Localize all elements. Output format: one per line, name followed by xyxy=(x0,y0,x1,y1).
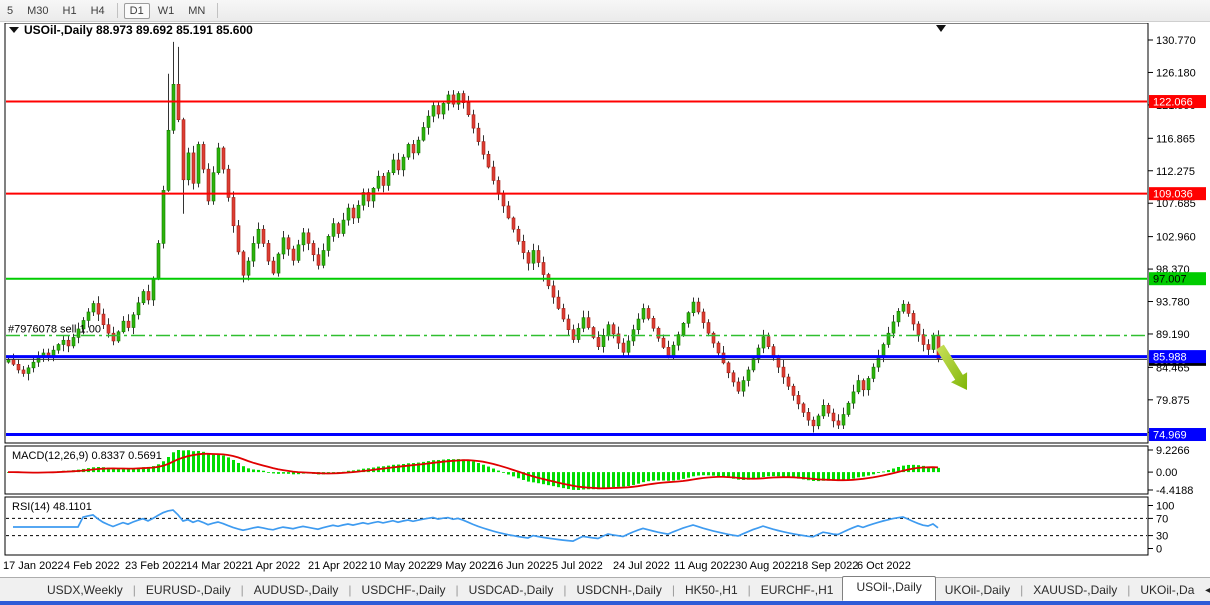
svg-text:24 Jul 2022: 24 Jul 2022 xyxy=(613,560,670,572)
svg-text:11 Aug 2022: 11 Aug 2022 xyxy=(674,560,735,572)
tab-separator: | xyxy=(240,582,244,597)
candlestick-series xyxy=(6,41,941,433)
level-price-label-74.969: 74.969 xyxy=(1149,428,1206,442)
rsi-levels xyxy=(6,517,1147,537)
tab-separator: | xyxy=(747,582,751,597)
svg-text:14 Mar 2022: 14 Mar 2022 xyxy=(186,560,248,572)
rsi-panel xyxy=(4,496,1149,556)
svg-text:21 Apr 2022: 21 Apr 2022 xyxy=(308,560,367,572)
macd-signal-line xyxy=(8,452,939,490)
timeframe-button-h1[interactable]: H1 xyxy=(62,4,77,17)
svg-text:4 Feb 2022: 4 Feb 2022 xyxy=(64,560,120,572)
svg-text:89.190: 89.190 xyxy=(1156,329,1190,341)
tab-separator: | xyxy=(1020,582,1024,597)
price-chart[interactable]: #7976078 sell 1.00130.770126.180121.5901… xyxy=(0,23,1210,577)
svg-text:5 Jul 2022: 5 Jul 2022 xyxy=(552,560,603,572)
svg-text:6 Oct 2022: 6 Oct 2022 xyxy=(857,560,911,572)
svg-text:10 May 2022: 10 May 2022 xyxy=(369,560,433,572)
collapse-panel-icon[interactable] xyxy=(9,27,19,33)
timeframe-button-d1[interactable]: D1 xyxy=(123,2,150,19)
svg-text:0.00: 0.00 xyxy=(1156,467,1177,479)
svg-text:-4.4188: -4.4188 xyxy=(1156,485,1193,497)
tab-usdcnh-daily[interactable]: USDCNH-,Daily xyxy=(576,582,662,597)
timeframe-button-w1[interactable]: W1 xyxy=(157,4,175,17)
svg-text:USOil-,Daily 88.973 89.692 85: USOil-,Daily 88.973 89.692 85.191 85.600 xyxy=(24,23,253,37)
timeframe-button-mn[interactable]: MN xyxy=(188,4,206,17)
macd-label: MACD(12,26,9) 0.8337 0.5691 xyxy=(12,450,162,462)
main-panel xyxy=(4,23,1149,444)
macd-axis: 9.2266 0.00 -4.4188 xyxy=(1148,445,1193,497)
svg-text:74.969: 74.969 xyxy=(1153,430,1187,442)
svg-text:112.275: 112.275 xyxy=(1156,166,1195,178)
tab-eurusd-daily[interactable]: EURUSD-,Daily xyxy=(145,582,231,597)
svg-text:85.988: 85.988 xyxy=(1153,352,1187,364)
svg-text:17 Jan 2022: 17 Jan 2022 xyxy=(3,560,64,572)
svg-text:30: 30 xyxy=(1156,531,1168,543)
timeframe-toolbar: 5 M30 H1 H4 D1 W1 MN xyxy=(0,0,1210,22)
svg-text:93.780: 93.780 xyxy=(1156,297,1190,309)
svg-text:116.865: 116.865 xyxy=(1156,133,1195,145)
tab-separator: | xyxy=(1127,582,1131,597)
level-price-label-85.988: 85.988 xyxy=(1149,350,1206,364)
svg-text:30 Aug 2022: 30 Aug 2022 xyxy=(735,560,797,572)
toolbar-separator xyxy=(116,3,118,18)
svg-text:126.180: 126.180 xyxy=(1156,67,1196,79)
level-price-label-122.066: 122.066 xyxy=(1149,95,1206,109)
svg-text:102.960: 102.960 xyxy=(1156,232,1196,244)
svg-text:29 May 2022: 29 May 2022 xyxy=(430,560,494,572)
tab-separator: | xyxy=(455,582,459,597)
level-price-label-109.036: 109.036 xyxy=(1149,187,1206,201)
tab-ukoil-da[interactable]: UKOil-,Da xyxy=(1140,582,1195,597)
tab-separator: | xyxy=(563,582,567,597)
tab-separator: | xyxy=(132,582,136,597)
level-price-label-97.007: 97.007 xyxy=(1149,272,1206,286)
trade-open-label: #7976078 sell 1.00 xyxy=(8,324,101,336)
chart-shift-marker-icon[interactable] xyxy=(936,25,946,32)
rsi-line xyxy=(13,509,939,542)
tab-separator: | xyxy=(348,582,352,597)
svg-text:97.007: 97.007 xyxy=(1153,274,1187,286)
tab-hk50-h1[interactable]: HK50-,H1 xyxy=(684,582,738,597)
tab-usdcad-daily[interactable]: USDCAD-,Daily xyxy=(468,582,554,597)
svg-text:122.066: 122.066 xyxy=(1153,97,1193,109)
tab-scroll-arrows: ◄► xyxy=(1203,585,1210,595)
tab-eurchf-h1[interactable]: EURCHF-,H1 xyxy=(760,582,834,597)
tab-separator: | xyxy=(671,582,675,597)
tab-usdchf-daily[interactable]: USDCHF-,Daily xyxy=(361,582,446,597)
svg-text:79.875: 79.875 xyxy=(1156,395,1190,407)
toolbar-separator xyxy=(217,3,219,18)
svg-text:9.2266: 9.2266 xyxy=(1156,445,1190,457)
tab-audusd-daily[interactable]: AUDUSD-,Daily xyxy=(253,582,339,597)
timeframe-button-h4[interactable]: H4 xyxy=(90,4,105,17)
svg-text:1 Apr 2022: 1 Apr 2022 xyxy=(247,560,300,572)
tab-usoil-daily[interactable]: USOil-,Daily xyxy=(842,575,936,601)
svg-text:23 Feb 2022: 23 Feb 2022 xyxy=(125,560,187,572)
svg-text:100: 100 xyxy=(1156,501,1174,513)
svg-text:130.770: 130.770 xyxy=(1156,35,1196,47)
timeframe-button-5[interactable]: 5 xyxy=(7,4,14,17)
tab-ukoil-daily[interactable]: UKOil-,Daily xyxy=(944,582,1011,597)
time-axis: 17 Jan 2022 4 Feb 2022 23 Feb 2022 14 Mar 2… xyxy=(3,560,911,572)
svg-text:18 Sep 2022: 18 Sep 2022 xyxy=(796,560,858,572)
window-bottom-edge xyxy=(0,601,1210,605)
timeframe-button-m30[interactable]: M30 xyxy=(27,4,49,17)
tab-usdx-weekly[interactable]: USDX,Weekly xyxy=(47,582,123,597)
svg-text:109.036: 109.036 xyxy=(1153,189,1193,201)
svg-text:70: 70 xyxy=(1156,513,1168,525)
chart-title: USOil-,Daily 88.973 89.692 85.191 85.600 xyxy=(9,23,253,37)
sell-signal-arrow-icon[interactable] xyxy=(936,344,968,390)
tab-scroll-left-icon[interactable]: ◄ xyxy=(1203,584,1210,595)
rsi-label: RSI(14) 48.1101 xyxy=(12,501,92,513)
svg-text:107.685: 107.685 xyxy=(1156,198,1196,210)
symbol-tabbar: USDX,Weekly | EURUSD-,Daily | AUDUSD-,Daily |… xyxy=(0,575,1210,601)
svg-text:16 Jun 2022: 16 Jun 2022 xyxy=(491,560,552,572)
tab-xauusd-daily[interactable]: XAUUSD-,Daily xyxy=(1033,582,1118,597)
svg-text:0: 0 xyxy=(1156,544,1162,556)
